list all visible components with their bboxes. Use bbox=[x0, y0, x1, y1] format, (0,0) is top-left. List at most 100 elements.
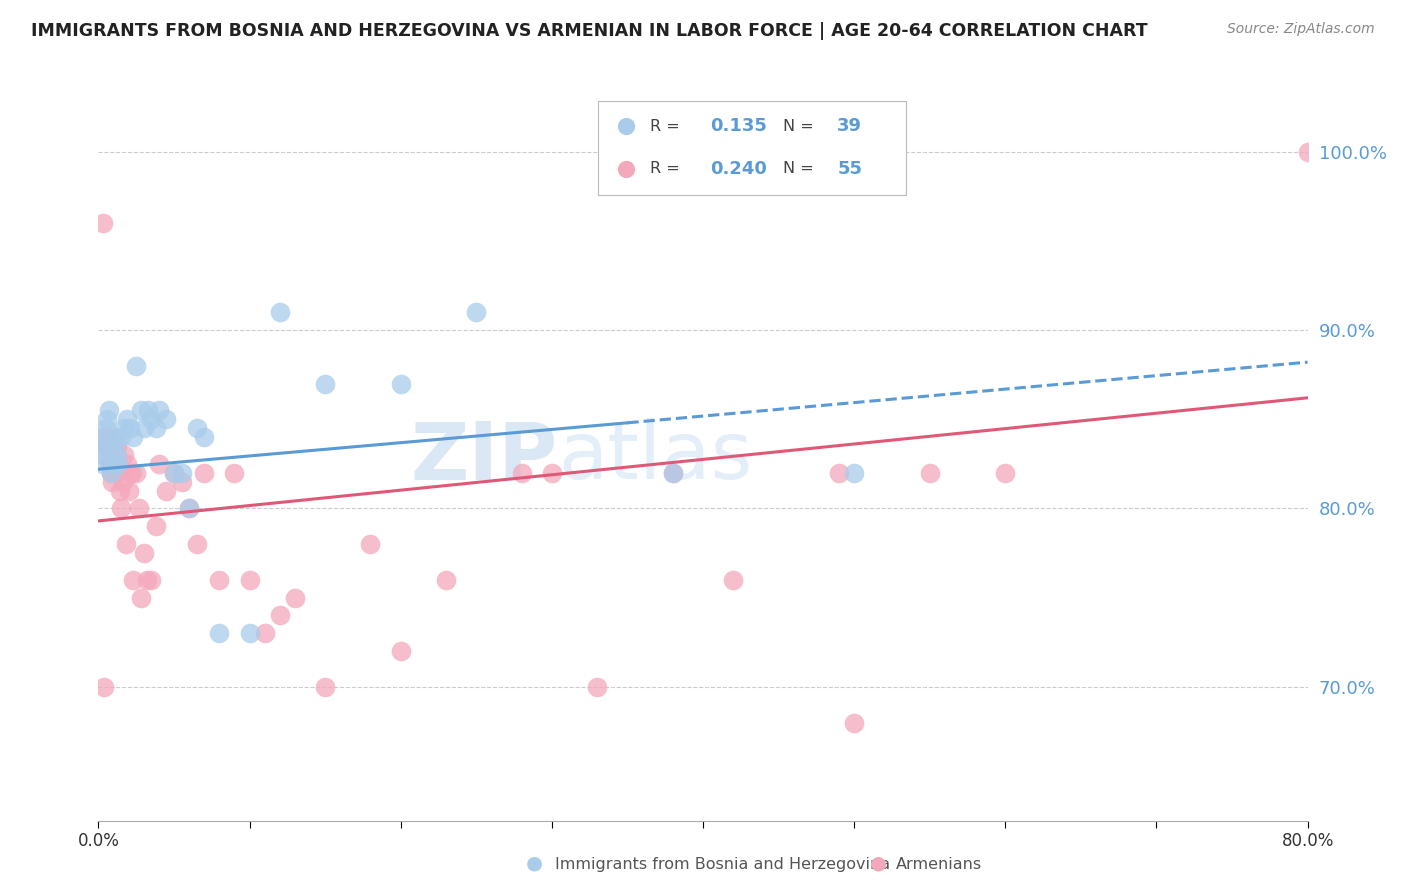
Point bbox=[110, 501, 132, 516]
Point bbox=[110, 430, 132, 444]
Text: Immigrants from Bosnia and Herzegovina: Immigrants from Bosnia and Herzegovina bbox=[555, 857, 890, 872]
FancyBboxPatch shape bbox=[598, 102, 905, 195]
Text: ●: ● bbox=[526, 854, 543, 872]
Point bbox=[314, 376, 336, 391]
Point bbox=[94, 421, 117, 435]
Point bbox=[93, 448, 115, 462]
Point bbox=[193, 466, 215, 480]
Point bbox=[98, 457, 121, 471]
Point bbox=[148, 403, 170, 417]
Point bbox=[145, 519, 167, 533]
Text: R =: R = bbox=[650, 161, 685, 177]
Point bbox=[389, 376, 412, 391]
Text: IMMIGRANTS FROM BOSNIA AND HERZEGOVINA VS ARMENIAN IN LABOR FORCE | AGE 20-64 CO: IMMIGRANTS FROM BOSNIA AND HERZEGOVINA V… bbox=[31, 22, 1147, 40]
Text: 0.240: 0.240 bbox=[710, 160, 768, 178]
Point bbox=[1296, 145, 1319, 159]
Point bbox=[828, 466, 851, 480]
Point bbox=[132, 421, 155, 435]
Point bbox=[90, 439, 112, 453]
Text: Source: ZipAtlas.com: Source: ZipAtlas.com bbox=[1227, 22, 1375, 37]
Point bbox=[186, 421, 208, 435]
Point bbox=[93, 680, 115, 694]
Point bbox=[129, 403, 152, 417]
Point bbox=[122, 573, 145, 587]
Point bbox=[118, 483, 141, 498]
Point bbox=[111, 475, 134, 489]
Point bbox=[96, 412, 118, 426]
Point bbox=[224, 466, 246, 480]
Point bbox=[239, 573, 262, 587]
Point bbox=[994, 466, 1017, 480]
Text: R =: R = bbox=[650, 119, 685, 134]
Point bbox=[186, 537, 208, 551]
Point bbox=[107, 457, 129, 471]
Point bbox=[239, 626, 262, 640]
Point bbox=[434, 573, 457, 587]
Point bbox=[121, 466, 143, 480]
Text: 39: 39 bbox=[837, 117, 862, 135]
Point bbox=[661, 466, 683, 480]
Point bbox=[170, 466, 193, 480]
Point bbox=[540, 466, 562, 480]
Point bbox=[115, 457, 138, 471]
Point bbox=[208, 573, 231, 587]
Point bbox=[155, 412, 177, 426]
Text: ●: ● bbox=[870, 854, 887, 872]
Point bbox=[103, 439, 125, 453]
Point bbox=[510, 466, 533, 480]
Point bbox=[94, 439, 117, 453]
Point bbox=[284, 591, 307, 605]
Point bbox=[844, 466, 866, 480]
Point bbox=[135, 573, 157, 587]
Point bbox=[104, 466, 127, 480]
Point bbox=[136, 403, 159, 417]
Point bbox=[661, 466, 683, 480]
Point bbox=[918, 466, 941, 480]
Point bbox=[148, 457, 170, 471]
Text: Armenians: Armenians bbox=[896, 857, 981, 872]
Point bbox=[115, 412, 138, 426]
Point bbox=[253, 626, 276, 640]
Point bbox=[91, 216, 114, 230]
Point bbox=[141, 412, 163, 426]
Point bbox=[179, 501, 201, 516]
Point bbox=[747, 376, 769, 391]
Point bbox=[114, 537, 136, 551]
Point bbox=[125, 466, 148, 480]
Point bbox=[844, 715, 866, 730]
Point bbox=[269, 305, 291, 319]
Point bbox=[122, 430, 145, 444]
Text: 55: 55 bbox=[837, 160, 862, 178]
Point bbox=[193, 430, 215, 444]
Point bbox=[96, 430, 118, 444]
Point bbox=[105, 439, 128, 453]
Text: N =: N = bbox=[783, 119, 818, 134]
Point bbox=[128, 501, 150, 516]
Text: 0.135: 0.135 bbox=[710, 117, 768, 135]
Point bbox=[179, 501, 201, 516]
Point bbox=[89, 430, 111, 444]
Point bbox=[132, 546, 155, 560]
Point bbox=[91, 457, 114, 471]
Text: ZIP: ZIP bbox=[411, 418, 558, 496]
Point bbox=[269, 608, 291, 623]
Point bbox=[163, 466, 186, 480]
Point bbox=[747, 275, 769, 289]
Point bbox=[129, 591, 152, 605]
Point bbox=[170, 475, 193, 489]
Text: N =: N = bbox=[783, 161, 818, 177]
Point bbox=[465, 305, 488, 319]
Point bbox=[723, 573, 745, 587]
Point bbox=[107, 466, 129, 480]
Point bbox=[103, 457, 125, 471]
Point bbox=[145, 421, 167, 435]
Point bbox=[101, 457, 124, 471]
Point bbox=[314, 680, 336, 694]
Point bbox=[108, 483, 131, 498]
Text: atlas: atlas bbox=[558, 418, 752, 496]
Point bbox=[586, 680, 609, 694]
Point bbox=[112, 421, 135, 435]
Point bbox=[112, 448, 135, 462]
Point bbox=[141, 573, 163, 587]
Point bbox=[163, 466, 186, 480]
